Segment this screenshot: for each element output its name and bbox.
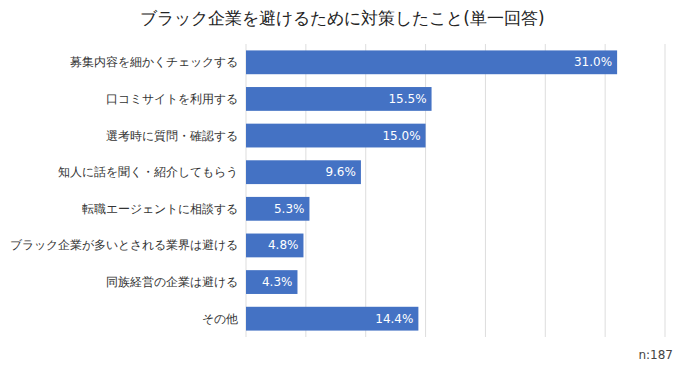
bar bbox=[246, 197, 309, 221]
grid-line bbox=[545, 44, 546, 337]
y-tick-label: その他 bbox=[202, 312, 238, 326]
bar bbox=[246, 124, 426, 148]
title: ブラック企業を避けるために対策したこと(単一回答) bbox=[140, 8, 544, 28]
data-label: 15.5% bbox=[388, 92, 426, 106]
y-tick-label: 知人に話を聞く・紹介してもらう bbox=[58, 165, 238, 179]
y-tick-label: ブラック企業が多いとされる業界は避ける bbox=[10, 238, 238, 252]
bar bbox=[246, 270, 297, 294]
data-label: 31.0% bbox=[574, 55, 612, 69]
y-tick-label: 同族経営の企業は避ける bbox=[106, 275, 238, 289]
data-labels: 31.0% 15.5% 15.0% 9.6% 5.3% 4.8% 4.3% 14.4% bbox=[262, 55, 612, 325]
bar bbox=[246, 50, 617, 74]
bars bbox=[246, 50, 617, 330]
bar bbox=[246, 307, 418, 331]
grid-line bbox=[665, 44, 666, 337]
data-label: 15.0% bbox=[382, 129, 420, 143]
bar bbox=[246, 234, 303, 258]
bar bbox=[246, 87, 432, 111]
y-tick-label: 選考時に質問・確認する bbox=[106, 129, 238, 143]
grid-line bbox=[605, 44, 606, 337]
data-label: 5.3% bbox=[274, 202, 305, 216]
data-label: 9.6% bbox=[325, 165, 356, 179]
y-tick-label: 募集内容を細かくチェックする bbox=[70, 55, 238, 69]
grid-line bbox=[485, 44, 486, 337]
data-label: 4.8% bbox=[268, 238, 299, 252]
grid bbox=[246, 44, 665, 337]
y-axis: 募集内容を細かくチェックする口コミサイトを利用する選考時に質問・確認する知人に話… bbox=[10, 55, 238, 325]
data-label: 4.3% bbox=[262, 275, 293, 289]
data-label: 14.4% bbox=[375, 312, 413, 326]
y-tick-label: 転職エージェントに相談する bbox=[82, 202, 238, 216]
bar bbox=[246, 160, 361, 184]
annotation: n:187 bbox=[638, 348, 673, 362]
chart: ブラック企業を避けるために対策したこと(単一回答) 募集内容を細かくチェックする口… bbox=[0, 0, 685, 367]
y-tick-label: 口コミサイトを利用する bbox=[106, 92, 238, 106]
